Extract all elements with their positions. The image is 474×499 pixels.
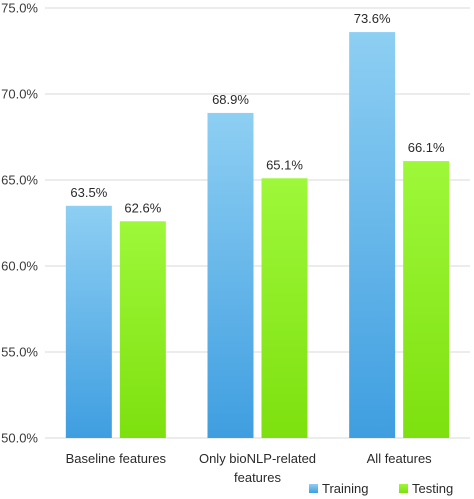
data-label: 66.1%: [408, 140, 445, 155]
y-tick-label: 55.0%: [1, 345, 38, 360]
bar-training: [65, 205, 112, 438]
x-axis-categories: Baseline features Only bioNLP-related feat…: [66, 451, 433, 485]
bar-testing: [403, 161, 450, 438]
y-axis-ticks: 50.0% 55.0% 60.0% 65.0% 70.0% 75.0%: [1, 1, 38, 446]
legend: Training Testing: [309, 481, 453, 496]
legend-label-testing: Testing: [412, 481, 453, 496]
legend-label-training: Training: [322, 481, 368, 496]
bar-training: [207, 112, 254, 439]
data-labels: 63.5% 62.6% 68.9% 65.1% 73.6% 66.1%: [70, 11, 445, 215]
data-label: 73.6%: [354, 11, 391, 26]
bars: [65, 32, 450, 439]
bar-testing: [261, 178, 308, 438]
data-label: 62.6%: [124, 200, 161, 215]
x-category-label: Baseline features: [66, 451, 167, 466]
data-label: 68.9%: [212, 92, 249, 107]
y-tick-label: 65.0%: [1, 173, 38, 188]
data-label: 65.1%: [266, 157, 303, 172]
bar-testing: [119, 221, 166, 438]
y-tick-label: 75.0%: [1, 1, 38, 16]
legend-swatch-testing: [399, 484, 408, 493]
y-tick-label: 70.0%: [1, 87, 38, 102]
bar-training: [349, 32, 396, 438]
gridlines: [45, 7, 470, 439]
y-tick-label: 60.0%: [1, 259, 38, 274]
legend-swatch-training: [309, 484, 318, 493]
x-category-label: Only bioNLP-related features: [199, 451, 316, 485]
x-category-label: All features: [367, 451, 433, 466]
y-tick-label: 50.0%: [1, 431, 38, 446]
data-label: 63.5%: [70, 185, 107, 200]
